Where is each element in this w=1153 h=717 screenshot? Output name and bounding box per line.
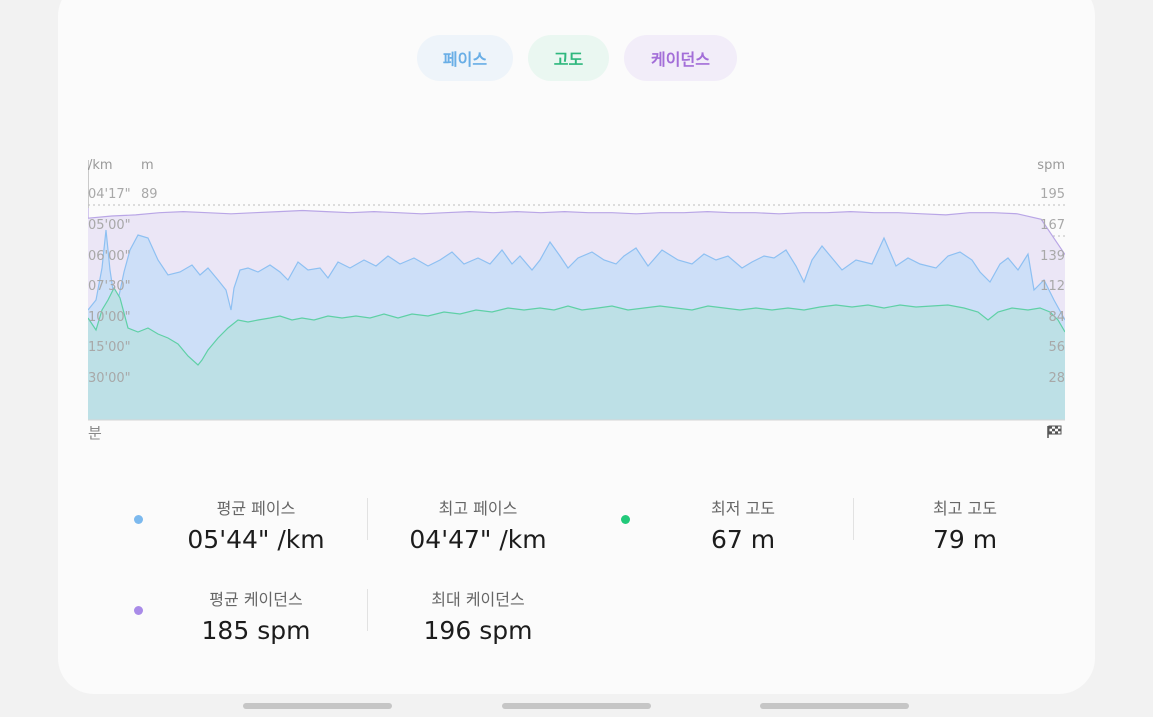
cadence-unit-label: spm	[1037, 158, 1065, 173]
min-altitude-label: 최저 고도	[711, 499, 775, 518]
max-cadence-value: 196 spm	[423, 616, 533, 645]
altitude-unit-label: m	[141, 158, 154, 173]
max-altitude-value: 79 m	[932, 525, 998, 554]
avg-cadence-stat: 평균 케이던스 185 spm	[156, 590, 356, 646]
max-altitude-label: 최고 고도	[933, 499, 997, 518]
stat-divider	[367, 589, 368, 631]
tab-altitude[interactable]: 고도	[528, 35, 609, 81]
page-handle[interactable]	[243, 703, 392, 709]
cadence-line	[88, 208, 1065, 255]
altitude-line	[88, 286, 1065, 366]
max-altitude-stat: 최고 고도 79 m	[865, 499, 1065, 555]
cadence-tick: 56	[1048, 340, 1065, 355]
cadence-tick: 28	[1048, 371, 1065, 386]
pace-line	[88, 229, 1065, 321]
avg-cadence-label: 평균 케이던스	[209, 590, 303, 609]
min-altitude-stat: 최저 고도 67 m	[643, 499, 843, 555]
cadence-legend-dot	[134, 606, 143, 615]
best-pace-stat: 최고 페이스 04'47" /km	[378, 499, 578, 555]
pace-tick: 15'00"	[88, 340, 131, 355]
best-pace-label: 최고 페이스	[438, 499, 518, 518]
altitude-area	[88, 288, 1065, 420]
page-handle[interactable]	[760, 703, 909, 709]
pace-tick: 04'17"	[88, 187, 131, 202]
avg-pace-stat: 평균 페이스 05'44" /km	[156, 499, 356, 555]
cadence-tick: 195	[1040, 187, 1065, 202]
checkered-flag-icon	[1047, 425, 1062, 438]
min-altitude-value: 67 m	[710, 525, 776, 554]
max-cadence-label: 최대 케이던스	[431, 590, 525, 609]
page-handle[interactable]	[502, 703, 651, 709]
cadence-tick: 112	[1040, 279, 1065, 294]
x-axis-start-label: 분	[88, 424, 102, 442]
cadence-tick: 167	[1040, 218, 1065, 233]
pace-tick: 07'30"	[88, 279, 131, 294]
altitude-tick: 89	[141, 187, 158, 202]
cadence-tick: 139	[1040, 249, 1065, 264]
pace-tick: 05'00"	[88, 218, 131, 233]
workout-chart	[88, 160, 1065, 421]
stat-divider	[853, 498, 854, 540]
tab-pace[interactable]: 페이스	[417, 35, 513, 81]
max-cadence-stat: 최대 케이던스 196 spm	[378, 590, 578, 646]
best-pace-value: 04'47" /km	[409, 525, 547, 554]
tab-cadence[interactable]: 케이던스	[624, 35, 737, 81]
pace-tick: 10'00"	[88, 310, 131, 325]
pace-unit-label: /km	[88, 158, 113, 173]
pace-tick: 30'00"	[88, 371, 131, 386]
pace-tick: 06'00"	[88, 249, 131, 264]
metric-tabs: 페이스 고도 케이던스	[0, 35, 1153, 81]
stat-divider	[367, 498, 368, 540]
avg-cadence-value: 185 spm	[201, 616, 311, 645]
avg-pace-value: 05'44" /km	[187, 525, 325, 554]
pace-legend-dot	[134, 515, 143, 524]
avg-pace-label: 평균 페이스	[216, 499, 296, 518]
altitude-legend-dot	[621, 515, 630, 524]
cadence-tick: 84	[1048, 310, 1065, 325]
